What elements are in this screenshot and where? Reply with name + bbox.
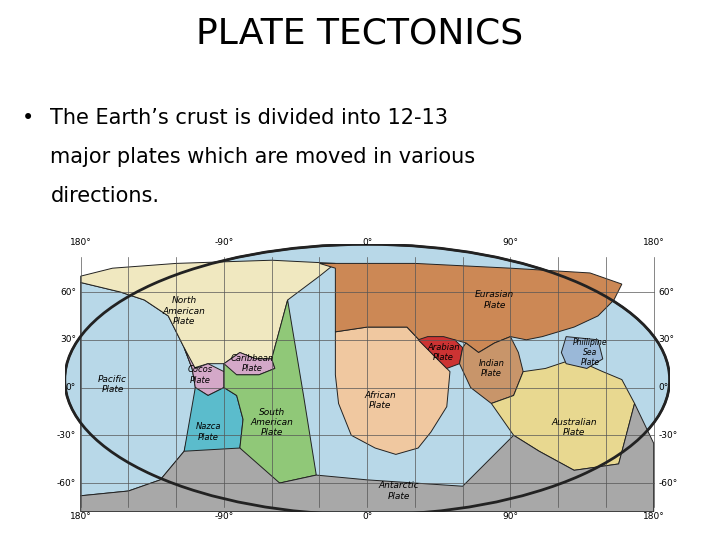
Text: -60°: -60° <box>659 478 678 488</box>
Text: -30°: -30° <box>659 431 678 440</box>
Text: Caribbean
Plate: Caribbean Plate <box>231 354 274 373</box>
Text: 90°: 90° <box>503 512 518 521</box>
Text: Antarctic
Plate: Antarctic Plate <box>379 481 419 501</box>
Text: Nazca
Plate: Nazca Plate <box>195 422 221 442</box>
Text: 60°: 60° <box>659 288 675 296</box>
Text: 30°: 30° <box>60 335 76 345</box>
Text: -30°: -30° <box>57 431 76 440</box>
Text: Pacific
Plate: Pacific Plate <box>98 375 127 394</box>
Text: •: • <box>22 108 34 128</box>
Polygon shape <box>336 327 450 454</box>
Text: major plates which are moved in various: major plates which are moved in various <box>50 147 475 167</box>
Polygon shape <box>320 264 622 356</box>
Text: North
American
Plate: North American Plate <box>163 296 206 326</box>
Polygon shape <box>418 336 463 368</box>
Text: African
Plate: African Plate <box>364 390 396 410</box>
Text: 0°: 0° <box>66 383 76 392</box>
Text: -90°: -90° <box>215 239 233 247</box>
Text: 180°: 180° <box>70 239 91 247</box>
Text: South
American
Plate: South American Plate <box>251 408 293 437</box>
Polygon shape <box>459 336 523 403</box>
Polygon shape <box>81 282 195 496</box>
Polygon shape <box>81 260 336 368</box>
Text: 0°: 0° <box>362 512 372 521</box>
Text: 60°: 60° <box>60 288 76 296</box>
Polygon shape <box>224 300 316 483</box>
Polygon shape <box>491 359 634 470</box>
Text: PLATE TECTONICS: PLATE TECTONICS <box>197 16 523 50</box>
Text: 180°: 180° <box>70 512 91 521</box>
Text: directions.: directions. <box>50 186 159 206</box>
Polygon shape <box>224 353 275 375</box>
Text: Australian
Plate: Australian Plate <box>552 417 597 437</box>
Text: 30°: 30° <box>659 335 675 345</box>
Polygon shape <box>184 388 243 464</box>
Ellipse shape <box>65 244 670 515</box>
Text: Eurasian
Plate: Eurasian Plate <box>475 291 514 310</box>
Text: 90°: 90° <box>503 239 518 247</box>
Text: 180°: 180° <box>643 239 665 247</box>
Text: 0°: 0° <box>362 239 372 247</box>
Text: Phillipine
Sea
Plate: Phillipine Sea Plate <box>572 338 608 367</box>
Text: Arabian
Plate: Arabian Plate <box>428 343 460 362</box>
Text: 0°: 0° <box>659 383 669 392</box>
Polygon shape <box>562 336 603 368</box>
Text: The Earth’s crust is divided into 12-13: The Earth’s crust is divided into 12-13 <box>50 108 449 128</box>
Text: -90°: -90° <box>215 512 233 521</box>
Text: -60°: -60° <box>57 478 76 488</box>
Text: 180°: 180° <box>643 512 665 521</box>
Text: Cocos
Plate: Cocos Plate <box>187 365 212 384</box>
Text: Indian
Plate: Indian Plate <box>478 359 504 378</box>
Polygon shape <box>81 403 654 512</box>
Polygon shape <box>184 348 224 395</box>
